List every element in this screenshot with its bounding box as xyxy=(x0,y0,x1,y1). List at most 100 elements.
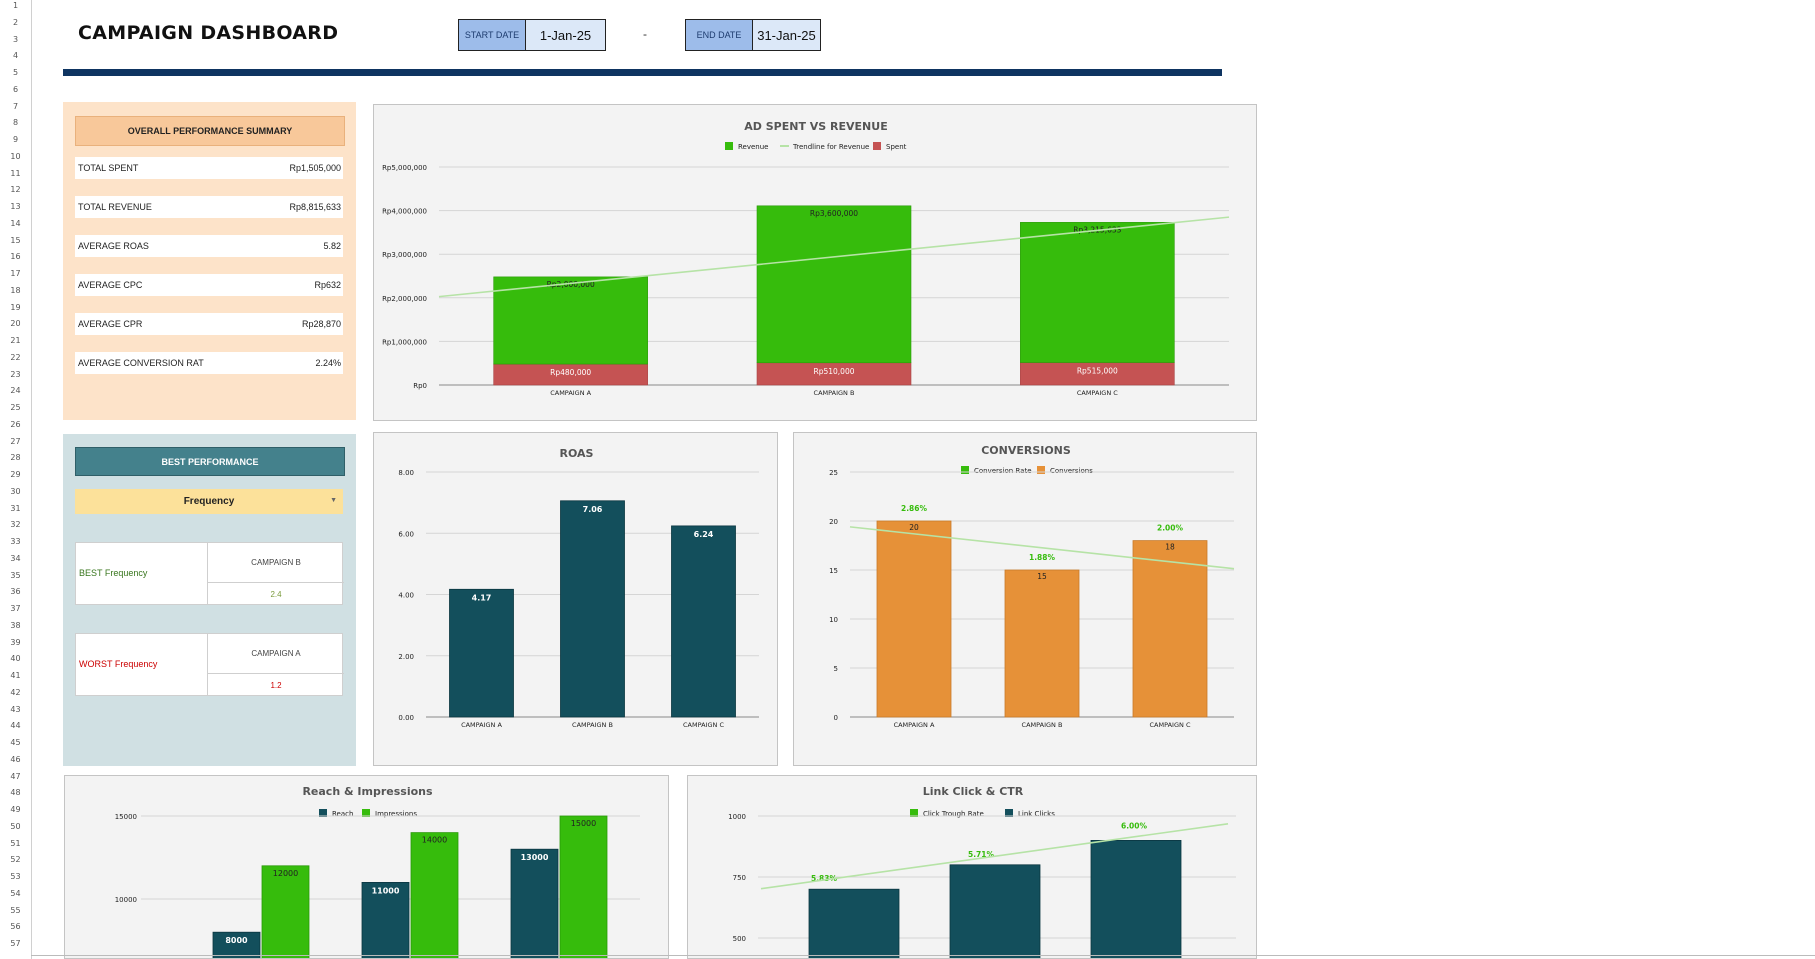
data-label-conversions: 20 xyxy=(909,523,919,532)
bar-revenue xyxy=(493,276,648,365)
row-number[interactable]: 1 xyxy=(12,1,19,10)
row-number[interactable]: 33 xyxy=(10,537,21,547)
row-number[interactable]: 17 xyxy=(10,269,21,279)
row-number[interactable]: 14 xyxy=(10,218,21,228)
row-number[interactable]: 5 xyxy=(12,68,19,78)
best-campaign: CAMPAIGN B xyxy=(207,543,344,583)
row-number[interactable]: 28 xyxy=(10,453,21,463)
row-number[interactable]: 31 xyxy=(10,503,21,513)
row-number[interactable]: 42 xyxy=(10,687,21,697)
data-label-ctr: 5.83% xyxy=(811,874,838,883)
row-number[interactable]: 16 xyxy=(10,252,21,262)
y-tick-label: 750 xyxy=(733,874,746,882)
row-number[interactable]: 46 xyxy=(10,754,21,764)
chart-ad-spent-vs-revenue[interactable]: AD SPENT VS REVENUE Revenue Trendline for … xyxy=(373,104,1257,421)
bar-impressions xyxy=(559,815,608,958)
summary-row-average-roas: AVERAGE ROAS 5.82 xyxy=(75,235,343,257)
row-number[interactable]: 22 xyxy=(10,352,21,362)
x-tick-label: CAMPAIGN A xyxy=(550,389,591,397)
row-number[interactable]: 3 xyxy=(12,34,19,44)
y-tick-label: 5 xyxy=(834,665,838,673)
row-number[interactable]: 43 xyxy=(10,704,21,714)
data-label-revenue: Rp2,000,000 xyxy=(547,280,595,289)
y-tick-label: 2.00 xyxy=(398,653,414,661)
legend-label: Reach xyxy=(332,810,353,818)
chart-conversions[interactable]: CONVERSIONS Conversion Rate Conversions 0 5 1… xyxy=(793,432,1257,766)
row-number[interactable]: 15 xyxy=(10,235,21,245)
row-number[interactable]: 26 xyxy=(10,419,21,429)
row-number[interactable]: 27 xyxy=(10,436,21,446)
row-number[interactable]: 13 xyxy=(10,202,21,212)
x-tick-label: CAMPAIGN B xyxy=(572,721,613,729)
row-number[interactable]: 10 xyxy=(10,151,21,161)
row-number[interactable]: 11 xyxy=(10,168,21,178)
metric-dropdown[interactable]: Frequency ▼ xyxy=(75,489,343,514)
start-date-value[interactable]: 1-Jan-25 xyxy=(526,20,605,50)
data-label-conversion-rate: 2.00% xyxy=(1157,524,1184,533)
row-number[interactable]: 34 xyxy=(10,553,21,563)
row-number[interactable]: 38 xyxy=(10,620,21,630)
y-tick-label: Rp2,000,000 xyxy=(382,295,427,303)
chevron-down-icon[interactable]: ▼ xyxy=(330,497,337,504)
best-performance-panel: BEST PERFORMANCE Frequency ▼ BEST Freque… xyxy=(63,434,356,766)
y-tick-label: 500 xyxy=(733,935,746,943)
row-number[interactable]: 45 xyxy=(10,738,21,748)
x-tick-label: CAMPAIGN B xyxy=(1022,721,1063,729)
data-label-conversion-rate: 2.86% xyxy=(901,504,928,513)
summary-row-average-cpr: AVERAGE CPR Rp28,870 xyxy=(75,313,343,335)
row-number[interactable]: 44 xyxy=(10,721,21,731)
legend-label: Trendline for Revenue xyxy=(792,143,869,151)
chart-reach-impressions[interactable]: Reach & Impressions Reach Impressions 10000… xyxy=(64,775,669,959)
row-number[interactable]: 57 xyxy=(10,939,21,949)
row-number[interactable]: 23 xyxy=(10,369,21,379)
row-number[interactable]: 56 xyxy=(10,922,21,932)
row-number[interactable]: 30 xyxy=(10,486,21,496)
bar-conversions xyxy=(1132,540,1208,718)
row-number[interactable]: 36 xyxy=(10,587,21,597)
row-number[interactable]: 48 xyxy=(10,788,21,798)
chart-conversions-svg: CONVERSIONS Conversion Rate Conversions 0 5 1… xyxy=(829,444,1235,729)
row-number[interactable]: 7 xyxy=(12,101,19,111)
row-number[interactable]: 2 xyxy=(12,17,19,27)
y-tick-label: 15000 xyxy=(115,813,137,821)
row-number[interactable]: 9 xyxy=(12,135,19,145)
row-number[interactable]: 8 xyxy=(12,118,19,128)
trendline-ctr xyxy=(760,823,1229,890)
row-number[interactable]: 51 xyxy=(10,838,21,848)
data-label-roas: 6.24 xyxy=(694,530,714,539)
row-number[interactable]: 52 xyxy=(10,855,21,865)
row-number[interactable]: 29 xyxy=(10,470,21,480)
summary-value: Rp1,505,000 xyxy=(289,163,341,173)
bar-roas xyxy=(560,500,625,718)
worst-metric-value: 1.2 xyxy=(207,674,344,696)
row-number[interactable]: 25 xyxy=(10,403,21,413)
row-number[interactable]: 54 xyxy=(10,888,21,898)
row-number[interactable]: 47 xyxy=(10,771,21,781)
chart-link-click-ctr[interactable]: Link Click & CTR Click Trough Rate Link Cl… xyxy=(687,775,1257,959)
row-number[interactable]: 12 xyxy=(10,185,21,195)
row-number[interactable]: 49 xyxy=(10,805,21,815)
row-number[interactable]: 35 xyxy=(10,570,21,580)
row-number[interactable]: 4 xyxy=(12,51,19,61)
row-number[interactable]: 37 xyxy=(10,604,21,614)
row-number[interactable]: 18 xyxy=(10,285,21,295)
summary-value: Rp8,815,633 xyxy=(289,202,341,212)
row-number[interactable]: 55 xyxy=(10,905,21,915)
summary-value: 2.24% xyxy=(315,358,341,368)
row-number[interactable]: 53 xyxy=(10,872,21,882)
row-number[interactable]: 21 xyxy=(10,336,21,346)
row-number[interactable]: 39 xyxy=(10,637,21,647)
end-date-value[interactable]: 31-Jan-25 xyxy=(753,20,820,50)
row-number[interactable]: 41 xyxy=(10,671,21,681)
row-number[interactable]: 40 xyxy=(10,654,21,664)
row-number[interactable]: 50 xyxy=(10,821,21,831)
row-number[interactable]: 19 xyxy=(10,302,21,312)
row-number[interactable]: 6 xyxy=(12,84,19,94)
bar-impressions xyxy=(410,832,459,958)
row-number[interactable]: 32 xyxy=(10,520,21,530)
data-label-reach: 11000 xyxy=(372,886,400,895)
chart-roas[interactable]: ROAS 0.00 2.00 4.00 6.00 8.00 4.17 CAMPAIGN A 7.… xyxy=(373,432,778,766)
row-number[interactable]: 20 xyxy=(10,319,21,329)
worst-campaign: CAMPAIGN A xyxy=(207,634,344,674)
row-number[interactable]: 24 xyxy=(10,386,21,396)
